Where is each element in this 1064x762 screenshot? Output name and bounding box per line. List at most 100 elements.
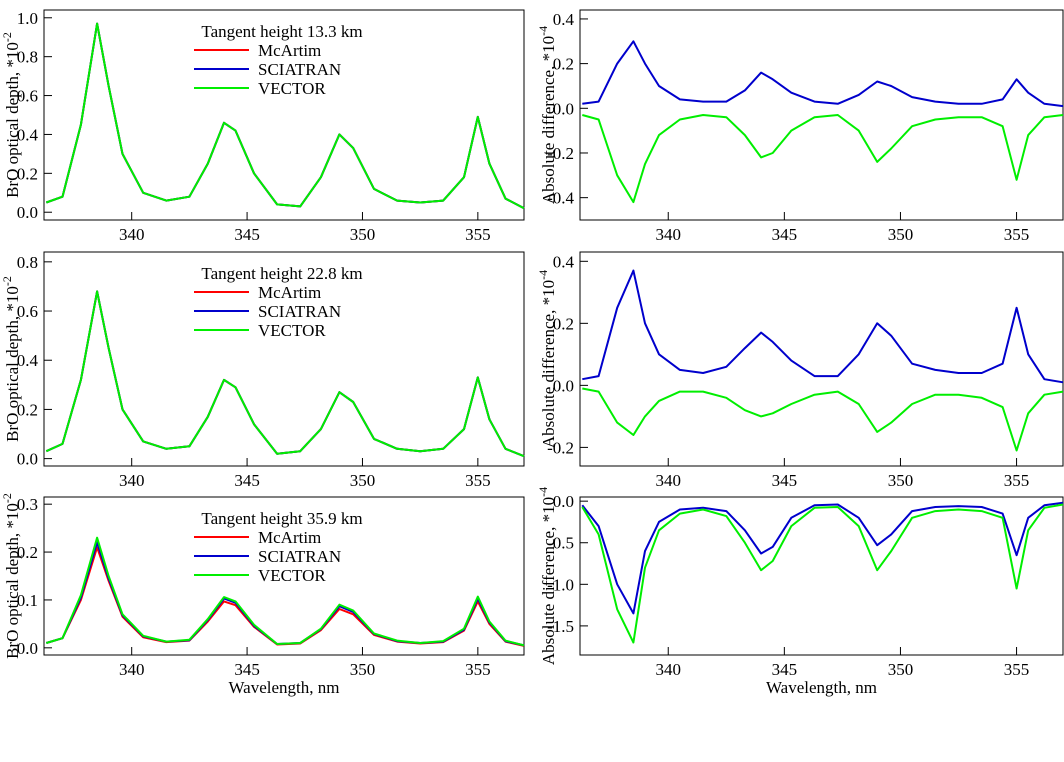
x-tick-label: 355	[465, 660, 491, 679]
legend-label: VECTOR	[258, 79, 326, 98]
x-tick-label: 355	[1004, 225, 1030, 244]
annotation: Tangent height 13.3 km	[201, 22, 362, 41]
x-tick-label: 350	[350, 225, 376, 244]
y-tick-label: 0.4	[553, 10, 575, 29]
y-axis-label-text: BrO optical depth, *10	[3, 42, 22, 198]
annotation: Tangent height 35.9 km	[201, 509, 362, 528]
plot-frame	[43, 251, 525, 467]
y-axis-label-exponent: -4	[536, 487, 550, 497]
y-tick-label: -0.4	[547, 189, 574, 208]
y-tick-label: 0.2	[17, 543, 38, 562]
x-tick-label: 350	[350, 471, 376, 490]
y-axis-label: Absolute difference, *10-4	[536, 270, 558, 448]
series-line	[581, 501, 1064, 615]
y-tick-label: 0.0	[553, 376, 574, 395]
x-tick-label: 345	[234, 660, 260, 679]
y-axis-label: BrO optical depth, *10-2	[0, 493, 22, 659]
x-tick-label: 355	[1004, 660, 1030, 679]
y-axis-label-text: Absolute difference, *10	[539, 36, 558, 204]
y-axis-label-text: BrO optical depth, *10	[3, 503, 22, 659]
y-tick-label: 0.8	[17, 253, 38, 272]
legend-label: SCIATRAN	[258, 60, 341, 79]
y-tick-label: 0.2	[553, 55, 574, 74]
y-tick-label: 0.3	[17, 495, 38, 514]
x-tick-label: 350	[888, 471, 914, 490]
y-tick-label: 0.2	[553, 314, 574, 333]
x-tick-label: 345	[234, 471, 260, 490]
y-axis-label: BrO optical depth, *10-2	[0, 32, 22, 198]
y-axis-label-exponent: -4	[536, 26, 550, 36]
y-axis-label: BrO optical depth, *10-2	[0, 276, 22, 442]
series-line	[582, 269, 1064, 384]
y-tick-label: -0.5	[547, 534, 574, 553]
y-tick-label: 0.1	[17, 591, 38, 610]
y-axis-label-exponent: -2	[0, 276, 14, 286]
legend-label: VECTOR	[258, 321, 326, 340]
y-tick-label: 0.2	[17, 164, 38, 183]
plot-frame	[579, 9, 1064, 221]
x-tick-label: 340	[119, 225, 145, 244]
x-axis-label: Wavelength, nm	[229, 678, 340, 697]
y-tick-label: 0.4	[17, 351, 39, 370]
x-tick-label: 340	[119, 471, 145, 490]
y-tick-label: -1.0	[547, 575, 574, 594]
x-tick-label: 350	[350, 660, 376, 679]
y-tick-label: 0.6	[17, 302, 38, 321]
x-tick-label: 340	[655, 471, 681, 490]
series-line	[582, 40, 1064, 108]
series-line	[46, 536, 525, 647]
plot-frame	[579, 251, 1064, 467]
x-tick-label: 355	[1004, 471, 1030, 490]
y-tick-label: -1.5	[547, 617, 574, 636]
legend-label: McArtim	[258, 528, 321, 547]
x-tick-label: 340	[655, 660, 681, 679]
y-axis-label-exponent: -2	[0, 32, 14, 42]
x-tick-label: 345	[772, 225, 798, 244]
series-line	[45, 290, 525, 458]
x-tick-label: 340	[119, 660, 145, 679]
plot-frame	[579, 496, 1064, 656]
y-tick-label: -0.2	[547, 438, 574, 457]
y-tick-label: 0.0	[553, 492, 574, 511]
y-axis-label-exponent: -4	[536, 270, 550, 280]
x-tick-label: 355	[465, 225, 491, 244]
legend-label: McArtim	[258, 283, 321, 302]
y-tick-label: 0.8	[17, 48, 38, 67]
x-tick-label: 350	[888, 225, 914, 244]
y-tick-label: 0.0	[17, 639, 38, 658]
plot-frame	[43, 9, 525, 221]
legend-label: McArtim	[258, 41, 321, 60]
legend-label: SCIATRAN	[258, 547, 341, 566]
series-line	[582, 387, 1064, 452]
y-tick-label: 0.0	[17, 450, 38, 469]
y-tick-label: 0.4	[553, 252, 575, 271]
x-tick-label: 345	[772, 660, 798, 679]
y-axis-label: Absolute difference, *10-4	[536, 487, 558, 665]
x-tick-label: 340	[655, 225, 681, 244]
y-tick-label: 1.0	[17, 9, 38, 28]
plot-frame	[43, 496, 525, 656]
y-axis-label-exponent: -2	[0, 493, 14, 503]
series-line	[45, 22, 525, 210]
x-tick-label: 350	[888, 660, 914, 679]
x-tick-label: 345	[772, 471, 798, 490]
legend-label: VECTOR	[258, 566, 326, 585]
x-axis-label: Wavelength, nm	[766, 678, 877, 697]
y-tick-label: 0.0	[17, 203, 38, 222]
annotation: Tangent height 22.8 km	[201, 264, 362, 283]
x-tick-label: 345	[234, 225, 260, 244]
y-tick-label: 0.6	[17, 87, 38, 106]
legend-label: SCIATRAN	[258, 302, 341, 321]
y-axis-label-text: Absolute difference, *10	[539, 280, 558, 448]
y-axis-label-text: BrO optical depth, *10	[3, 286, 22, 442]
y-tick-label: 0.4	[17, 125, 39, 144]
y-tick-label: -0.2	[547, 144, 574, 163]
y-axis-label-text: Absolute difference, *10	[539, 497, 558, 665]
series-line	[582, 114, 1064, 204]
x-tick-label: 355	[465, 471, 491, 490]
y-tick-label: 0.2	[17, 400, 38, 419]
y-tick-label: 0.0	[553, 99, 574, 118]
y-axis-label: Absolute difference, *10-4	[536, 26, 558, 204]
series-line	[581, 503, 1064, 644]
